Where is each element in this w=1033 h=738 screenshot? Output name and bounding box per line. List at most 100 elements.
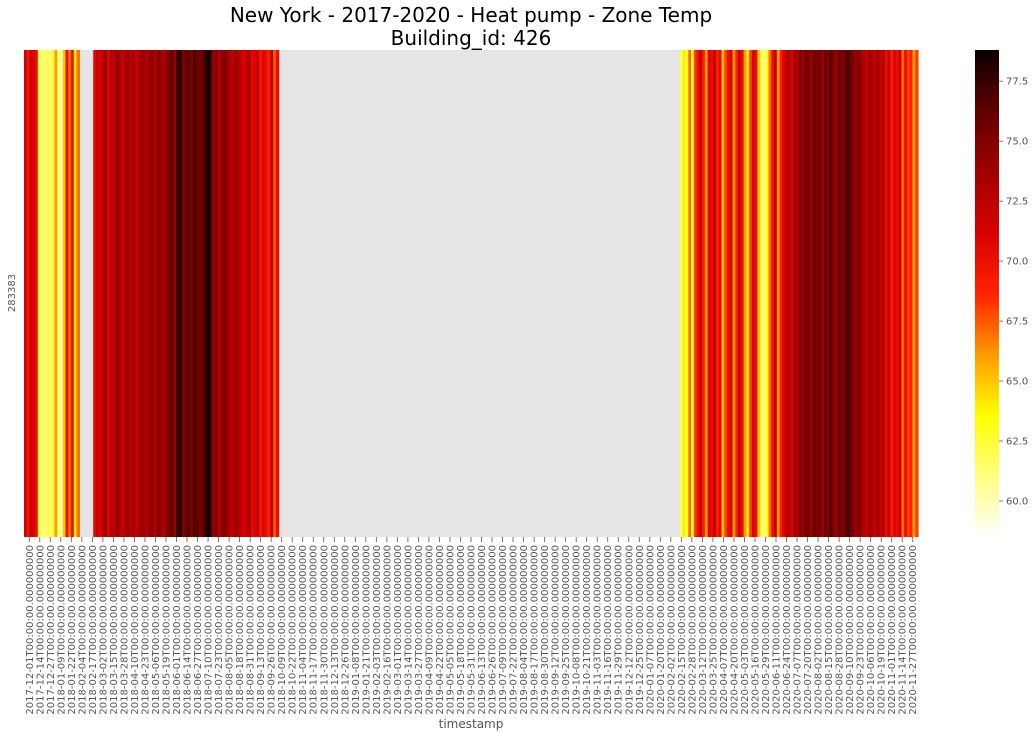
heatmap-cell — [129, 50, 133, 537]
heatmap-cell — [107, 50, 111, 537]
heatmap-cell — [214, 50, 219, 537]
x-tick-label: 2020-04-20T00:00:00.000000000 — [729, 545, 740, 715]
x-tick-label: 2018-01-22T00:00:00.000000000 — [67, 545, 78, 715]
heatmap-cell — [815, 50, 819, 537]
x-tick-label: 2020-01-07T00:00:00.000000000 — [645, 545, 656, 715]
x-tick-label: 2020-07-07T00:00:00.000000000 — [793, 545, 804, 715]
heatmap-cell — [151, 50, 155, 537]
x-tick-label: 2018-08-05T00:00:00.000000000 — [225, 545, 236, 715]
heatmap-cell — [887, 50, 891, 537]
heatmap-cell — [879, 50, 883, 537]
heatmap-cell — [24, 50, 28, 537]
heatmap-cell — [54, 50, 58, 537]
x-tick-label: 2018-02-17T00:00:00.000000000 — [88, 545, 99, 715]
heatmap-cell — [840, 50, 844, 537]
heatmap-cell — [810, 50, 814, 537]
colorbar — [975, 50, 999, 537]
heatmap-cell — [134, 50, 139, 537]
heatmap-cell — [895, 50, 900, 537]
heatmap-cell — [873, 50, 878, 537]
x-tick-label: 2018-08-31T00:00:00.000000000 — [246, 545, 257, 715]
x-tick-label: 2018-04-23T00:00:00.000000000 — [141, 545, 152, 715]
x-tick-label: 2020-02-15T00:00:00.000000000 — [677, 545, 688, 715]
heatmap-cell — [679, 50, 684, 537]
heatmap-cell — [40, 50, 44, 537]
heatmap-cell — [195, 50, 199, 537]
x-tick-label: 2020-10-06T00:00:00.000000000 — [866, 545, 877, 715]
x-tick-label: 2020-05-03T00:00:00.000000000 — [740, 545, 751, 715]
heatmap-cell — [148, 50, 152, 537]
heatmap-cell — [143, 50, 147, 537]
heatmap-cell — [793, 50, 797, 537]
x-tick-label: 2020-11-01T00:00:00.000000000 — [887, 545, 898, 715]
heatmap-cell — [823, 50, 828, 537]
x-tick-label: 2019-07-22T00:00:00.000000000 — [509, 545, 520, 715]
heatmap-cell — [112, 50, 116, 537]
heatmap-cell — [267, 50, 271, 537]
heatmap-cell — [898, 50, 902, 537]
heatmap-cell — [259, 50, 263, 537]
heatmap-cell — [859, 50, 864, 537]
heatmap-cell — [159, 50, 163, 537]
heatmap-cell — [821, 50, 825, 537]
x-axis-label: timestamp — [439, 717, 504, 731]
heatmap-cell — [757, 50, 761, 537]
heatmap-cell — [181, 50, 186, 537]
x-tick-label: 2019-05-18T00:00:00.000000000 — [456, 545, 467, 715]
heatmap-cell — [162, 50, 166, 537]
heatmap-cell — [223, 50, 227, 537]
x-tick-label: 2019-11-29T00:00:00.000000000 — [614, 545, 625, 715]
heatmap-cell — [912, 50, 916, 537]
x-tick-label: 2018-04-10T00:00:00.000000000 — [130, 545, 141, 715]
heatmap-cell — [685, 50, 689, 537]
heatmap-cell — [201, 50, 205, 537]
heatmap-cell — [275, 50, 280, 537]
heatmap-cell — [901, 50, 905, 537]
heatmap-cell — [715, 50, 720, 537]
heatmap-cell — [101, 50, 105, 537]
heatmap-cell — [834, 50, 839, 537]
x-tick-label: 2019-10-08T00:00:00.000000000 — [572, 545, 583, 715]
heatmap-cell — [857, 50, 861, 537]
x-tick-label: 2018-09-13T00:00:00.000000000 — [256, 545, 267, 715]
x-tick-label: 2020-11-27T00:00:00.000000000 — [908, 545, 919, 715]
x-tick-label: 2019-10-21T00:00:00.000000000 — [582, 545, 593, 715]
x-tick-label: 2019-08-17T00:00:00.000000000 — [530, 545, 541, 715]
heatmap-cell — [48, 50, 53, 537]
heatmap-cell — [721, 50, 725, 537]
heatmap-cell — [190, 50, 194, 537]
heatmap-cell — [779, 50, 783, 537]
x-tick-label: 2018-11-17T00:00:00.000000000 — [309, 545, 320, 715]
x-tick-label: 2020-06-11T00:00:00.000000000 — [772, 545, 783, 715]
heatmap-cell — [115, 50, 119, 537]
heatmap-cell — [104, 50, 108, 537]
heatmap-cell — [829, 50, 833, 537]
x-tick-label: 2019-09-25T00:00:00.000000000 — [561, 545, 572, 715]
x-tick-label: 2020-02-02T00:00:00.000000000 — [666, 545, 677, 715]
heatmap-cell — [179, 50, 183, 537]
heatmap-cell — [765, 50, 770, 537]
heatmap-cell — [751, 50, 756, 537]
heatmap-cell — [176, 50, 180, 537]
x-tick-label: 2019-02-03T00:00:00.000000000 — [372, 545, 383, 715]
x-tick-label: 2018-12-26T00:00:00.000000000 — [340, 545, 351, 715]
heatmap-cell — [131, 50, 136, 537]
x-tick-label: 2018-11-04T00:00:00.000000000 — [298, 545, 309, 715]
heatmap-cell — [682, 50, 687, 537]
heatmap-cell — [718, 50, 723, 537]
x-tick-label: 2019-11-16T00:00:00.000000000 — [603, 545, 614, 715]
heatmap-cell — [220, 50, 224, 537]
heatmap-cell — [768, 50, 772, 537]
heatmap-cell — [893, 50, 897, 537]
colorbar-tick-label: 62.5 — [1006, 437, 1028, 448]
heatmap-cell — [890, 50, 894, 537]
heatmap-cell — [826, 50, 831, 537]
x-tick-label: 2020-02-28T00:00:00.000000000 — [687, 545, 698, 715]
x-tick-label: 2020-03-25T00:00:00.000000000 — [708, 545, 719, 715]
heatmap-cell — [123, 50, 128, 537]
x-tick-label: 2017-12-27T00:00:00.000000000 — [46, 545, 57, 715]
x-tick-label: 2019-12-12T00:00:00.000000000 — [624, 545, 635, 715]
heatmap-cell — [120, 50, 125, 537]
heatmap-cell — [846, 50, 850, 537]
x-tick-label: 2020-07-20T00:00:00.000000000 — [803, 545, 814, 715]
